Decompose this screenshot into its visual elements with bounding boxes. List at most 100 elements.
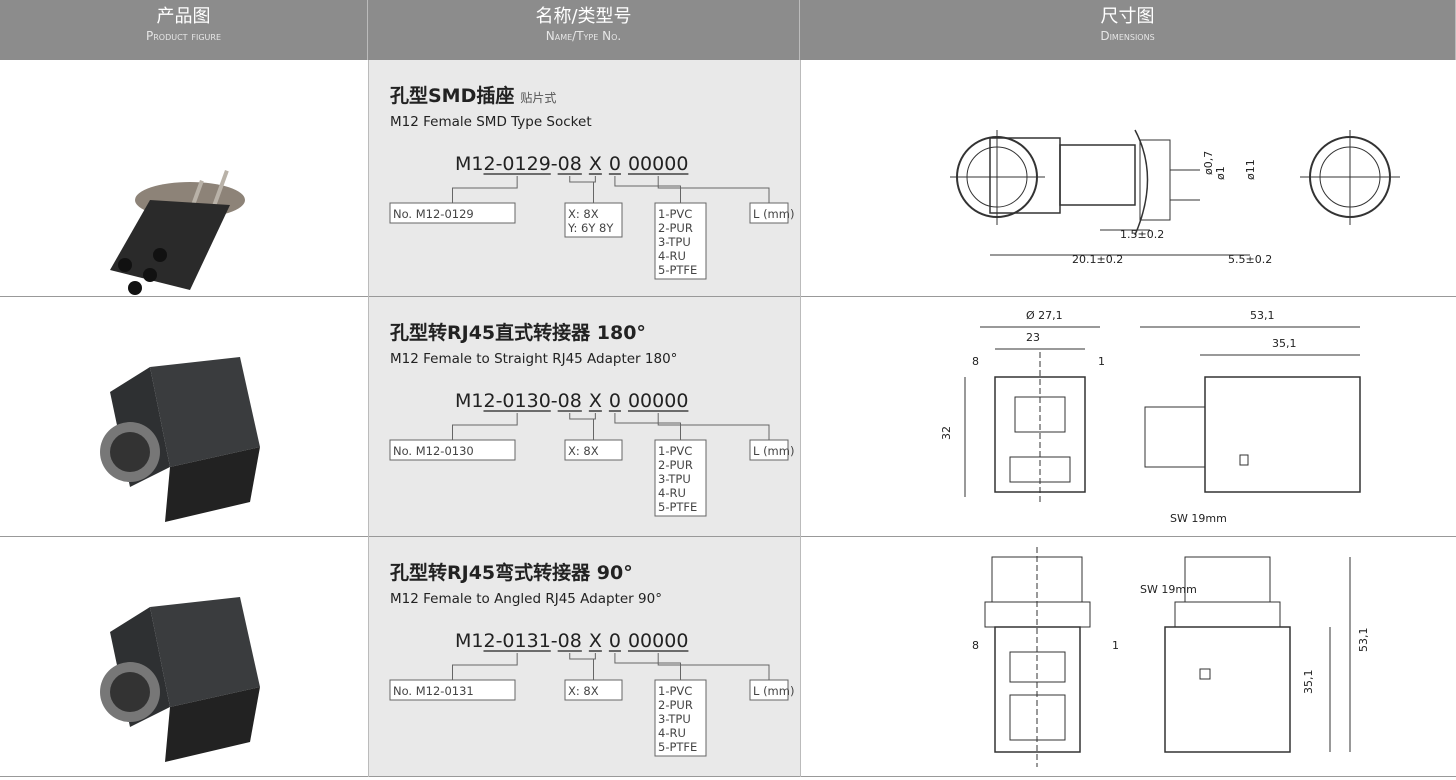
- type-code-part: M1: [455, 630, 483, 652]
- product-cell: [0, 60, 368, 297]
- material: 4-RU: [658, 249, 686, 263]
- length: L (mm): [753, 207, 794, 221]
- material: 3-TPU: [658, 472, 691, 486]
- column-divider: [368, 60, 369, 777]
- material: 4-RU: [658, 726, 686, 740]
- type-option-box: [564, 202, 623, 238]
- connector: [657, 413, 770, 440]
- type-code-part: 08: [558, 390, 582, 412]
- dimension-label: SW 19mm: [1170, 512, 1227, 525]
- connector: [593, 413, 596, 440]
- connector: [657, 176, 770, 203]
- header-title: 产品图: [156, 6, 211, 27]
- connector: [614, 176, 681, 203]
- material: 1-PVC: [658, 444, 692, 458]
- type-option: X: 8X: [568, 207, 599, 221]
- dimension-drawing: Ø 27,1 23 8 1 32 53,1 35,1 SW 19mm: [940, 309, 1361, 525]
- type-code-part: M1: [455, 153, 483, 175]
- dimension-label: 53,1: [1250, 309, 1275, 322]
- type-code-part: X: [589, 153, 602, 175]
- material: 3-TPU: [658, 712, 691, 726]
- product-cell: [0, 297, 368, 537]
- type-code-part: 00000: [628, 390, 688, 412]
- type-code-part: 0: [609, 390, 621, 412]
- dimension-label: 32: [940, 426, 953, 440]
- type-option: Y: 6Y 8Y: [567, 221, 614, 235]
- material-box: [654, 439, 707, 517]
- part-number: No. M12-0129: [393, 207, 474, 221]
- connector: [569, 176, 594, 203]
- connector: [614, 413, 681, 440]
- material: 2-PUR: [658, 221, 693, 235]
- product-figure: [100, 597, 260, 762]
- connector: [614, 653, 681, 680]
- product-figure: [110, 170, 245, 295]
- name-cn: 孔型转RJ45直式转接器 180°: [390, 321, 646, 344]
- dimension-label: 8: [972, 355, 979, 368]
- header-subtitle: Name/Type No.: [545, 29, 622, 43]
- dimension-label: ø1: [1214, 166, 1227, 180]
- length: L (mm): [753, 444, 794, 458]
- connector: [452, 653, 518, 680]
- name-type: 孔型转RJ45直式转接器 180° M12 Female to Straight …: [389, 321, 794, 517]
- header-cell: 产品图 Product figure: [0, 0, 368, 60]
- name-cn: 孔型转RJ45弯式转接器 90°: [390, 561, 633, 584]
- material: 4-RU: [658, 486, 686, 500]
- dimension-cell: SW 19mm 8 1 53,1 35,1: [800, 537, 1456, 777]
- name-en: M12 Female SMD Type Socket: [390, 114, 592, 130]
- type-code-part: -: [551, 390, 558, 412]
- header-cell: 名称/类型号 Name/Type No.: [368, 0, 800, 60]
- name-en: M12 Female to Angled RJ45 Adapter 90°: [390, 591, 662, 607]
- header-subtitle: Product figure: [145, 29, 222, 43]
- material: 2-PUR: [658, 458, 693, 472]
- dimension-drawing: SW 19mm 8 1 53,1 35,1: [972, 547, 1370, 767]
- type-code-part: 00000: [628, 630, 688, 652]
- product-cell: [0, 537, 368, 777]
- header-subtitle: Dimensions: [1100, 29, 1155, 43]
- dimension-drawing: ø0,7 ø1 ø11 1.5±0.2 20.1±0.2 5.5±0.2: [950, 129, 1400, 266]
- type-option: X: 8X: [568, 444, 599, 458]
- header-cell: 尺寸图 Dimensions: [800, 0, 1456, 60]
- type-code-part: -: [551, 630, 558, 652]
- dimension-label: 8: [972, 639, 979, 652]
- dimension-label: Ø 27,1: [1026, 309, 1063, 322]
- dimension-label: 23: [1026, 331, 1040, 344]
- connector: [593, 653, 596, 680]
- name-note: 贴片式: [520, 91, 556, 105]
- name-cell: 孔型转RJ45弯式转接器 90° M12 Female to Angled RJ4…: [368, 537, 800, 777]
- column-divider: [800, 60, 801, 777]
- part-number: No. M12-0130: [393, 444, 474, 458]
- material: 2-PUR: [658, 698, 693, 712]
- material: 5-PTFE: [658, 263, 697, 277]
- material: 1-PVC: [658, 207, 692, 221]
- type-code-part: X: [589, 390, 602, 412]
- type-code-part: 00000: [628, 153, 688, 175]
- name-cn: 孔型SMD插座: [390, 84, 514, 107]
- part-number: No. M12-0131: [393, 684, 474, 698]
- type-code-part: 2-0129: [483, 153, 550, 175]
- type-code-part: M1: [455, 390, 483, 412]
- type-code-part: X: [589, 630, 602, 652]
- product-figure: [100, 357, 260, 522]
- dimension-label: 1: [1098, 355, 1105, 368]
- dimension-label: 1.5±0.2: [1120, 228, 1164, 241]
- header-title: 尺寸图: [1100, 6, 1155, 27]
- connector: [569, 413, 594, 440]
- connector: [593, 176, 596, 203]
- material-box: [654, 202, 707, 280]
- name-cell: 孔型SMD插座 贴片式 M12 Female SMD Type Socket M1 2-…: [368, 60, 800, 297]
- dimension-label: ø0,7: [1202, 151, 1215, 175]
- length: L (mm): [753, 684, 794, 698]
- dimension-label: 35,1: [1272, 337, 1297, 350]
- header-title: 名称/类型号: [535, 6, 632, 27]
- connector: [452, 413, 518, 440]
- type-code-part: 0: [609, 153, 621, 175]
- connector: [657, 653, 770, 680]
- type-code-part: 2-0130: [483, 390, 550, 412]
- type-option: X: 8X: [568, 684, 599, 698]
- type-code-part: 2-0131: [483, 630, 550, 652]
- name-type: 孔型转RJ45弯式转接器 90° M12 Female to Angled RJ4…: [389, 561, 794, 757]
- material: 5-PTFE: [658, 740, 697, 754]
